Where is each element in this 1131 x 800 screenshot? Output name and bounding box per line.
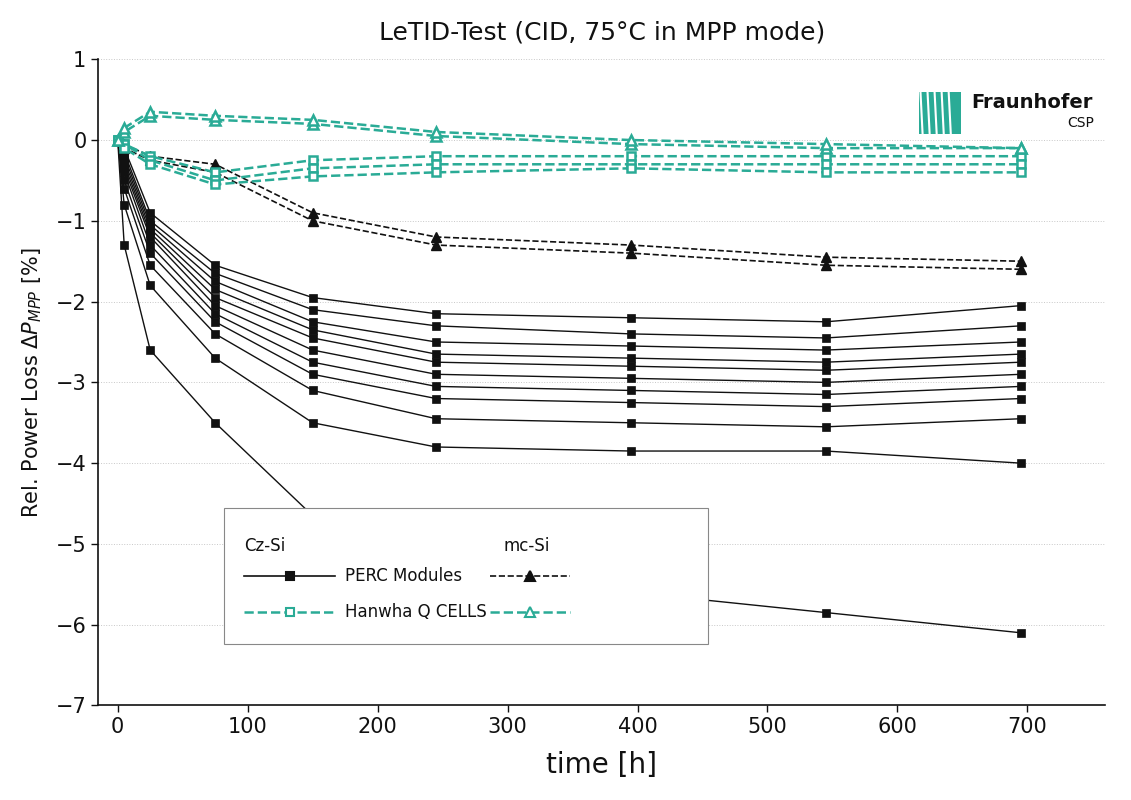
Text: Fraunhofer: Fraunhofer <box>972 93 1093 111</box>
Text: CSP: CSP <box>1067 116 1094 130</box>
Text: Cz-Si: Cz-Si <box>244 538 285 555</box>
Text: mc-Si: mc-Si <box>503 538 550 555</box>
Bar <box>920 91 961 134</box>
Text: Hanwha Q CELLS: Hanwha Q CELLS <box>345 602 486 621</box>
Y-axis label: Rel. Power Loss $\Delta P_{MPP}$ [%]: Rel. Power Loss $\Delta P_{MPP}$ [%] <box>20 247 44 518</box>
Text: PERC Modules: PERC Modules <box>345 567 463 586</box>
FancyBboxPatch shape <box>224 508 708 644</box>
X-axis label: time [h]: time [h] <box>546 751 657 779</box>
Title: LeTID-Test (CID, 75°C in MPP mode): LeTID-Test (CID, 75°C in MPP mode) <box>379 21 824 45</box>
